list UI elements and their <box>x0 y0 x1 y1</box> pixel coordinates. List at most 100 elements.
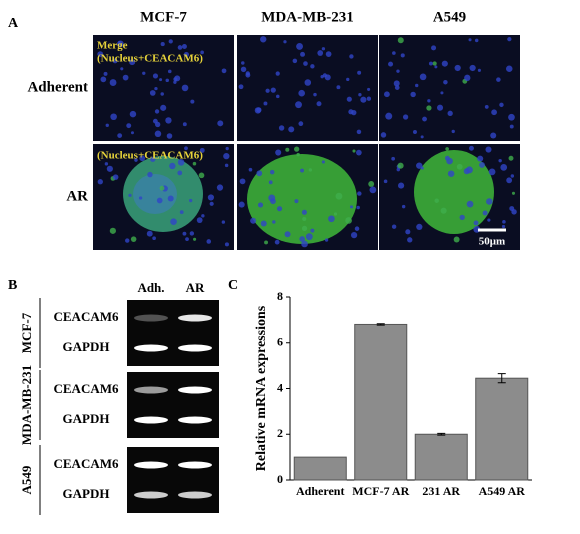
nucleus <box>264 240 269 245</box>
nucleus <box>256 107 262 113</box>
nucleus <box>506 177 513 184</box>
nucleus <box>170 218 177 225</box>
nucleus <box>321 47 326 51</box>
nucleus <box>173 80 177 84</box>
nucleus <box>505 65 513 73</box>
nucleus <box>103 71 108 76</box>
gel-band <box>178 491 212 499</box>
nucleus <box>321 160 325 164</box>
nucleus <box>217 120 224 127</box>
nucleus <box>276 206 283 212</box>
nucleus <box>303 61 308 66</box>
nucleus <box>490 132 497 139</box>
nucleus <box>385 112 393 120</box>
nucleus <box>250 217 257 224</box>
nucleus <box>185 237 189 241</box>
nucleus <box>422 116 427 122</box>
nucleus <box>275 94 280 99</box>
y-tick-label: 8 <box>277 289 283 303</box>
nucleus <box>298 89 305 97</box>
nucleus <box>168 39 173 44</box>
nucleus <box>453 236 460 243</box>
nucleus <box>485 146 492 153</box>
nucleus <box>207 194 215 201</box>
nucleus <box>166 133 173 139</box>
cell-cluster <box>414 150 494 234</box>
micrograph <box>379 35 520 141</box>
nucleus <box>296 152 300 157</box>
gel-band <box>134 491 168 499</box>
nucleus <box>221 220 226 224</box>
nucleus <box>401 204 406 209</box>
nucleus <box>275 71 280 76</box>
nucleus <box>182 231 187 236</box>
error-bar <box>437 432 446 436</box>
x-tick-label: MCF-7 AR <box>352 484 409 498</box>
y-tick-label: 4 <box>277 380 283 394</box>
nucleus <box>445 147 449 151</box>
nucleus <box>270 87 276 93</box>
nucleus <box>272 220 276 224</box>
nucleus <box>511 209 517 215</box>
panel-label: B <box>8 278 17 293</box>
nucleus <box>154 130 162 138</box>
nucleus <box>456 163 463 170</box>
nucleus <box>454 64 461 72</box>
nucleus <box>299 236 305 242</box>
nucleus <box>149 90 156 96</box>
nucleus <box>415 83 419 88</box>
nucleus <box>392 51 396 55</box>
nucleus <box>159 185 165 191</box>
group-label: MCF-7 <box>19 312 34 353</box>
micrograph <box>93 35 234 141</box>
nucleus <box>104 162 109 166</box>
nucleus <box>165 78 169 83</box>
bar <box>414 433 468 481</box>
nucleus <box>351 109 357 116</box>
y-tick-label: 2 <box>277 426 283 440</box>
nucleus <box>223 152 230 160</box>
nucleus <box>451 129 455 134</box>
nucleus <box>239 178 246 185</box>
nucleus <box>301 240 308 248</box>
lane-header: Adh. <box>137 280 164 295</box>
cell-cluster <box>133 174 177 214</box>
nucleus <box>328 215 335 223</box>
nucleus <box>394 85 400 90</box>
nucleus <box>155 121 161 128</box>
gel-band <box>134 344 168 352</box>
nucleus <box>160 42 165 47</box>
nucleus <box>100 76 107 83</box>
band-label: CEACAM6 <box>54 309 119 324</box>
nucleus <box>97 179 103 185</box>
nucleus <box>275 149 282 156</box>
nucleus <box>469 64 476 72</box>
nucleus <box>165 117 172 124</box>
nucleus <box>388 61 394 67</box>
nucleus <box>356 129 362 135</box>
nucleus <box>444 155 450 161</box>
gel-band <box>178 314 212 322</box>
nucleus <box>508 155 514 161</box>
nucleus <box>402 114 409 120</box>
nucleus <box>397 162 404 169</box>
y-tick-label: 0 <box>277 472 283 486</box>
nucleus <box>225 146 229 151</box>
nucleus <box>405 229 411 235</box>
nucleus <box>284 231 291 238</box>
gel-band <box>178 461 212 469</box>
nucleus <box>120 67 124 71</box>
nucleus <box>130 131 134 135</box>
nucleus <box>305 233 313 241</box>
nucleus <box>500 163 508 171</box>
gel-band <box>134 314 168 322</box>
nucleus <box>160 92 164 96</box>
nucleus <box>354 226 360 231</box>
nucleus <box>177 170 183 176</box>
nucleus <box>245 71 250 76</box>
nucleus <box>129 59 136 66</box>
nucleus <box>117 133 123 138</box>
gel <box>127 300 219 366</box>
nucleus <box>167 69 172 74</box>
nucleus <box>316 101 322 107</box>
